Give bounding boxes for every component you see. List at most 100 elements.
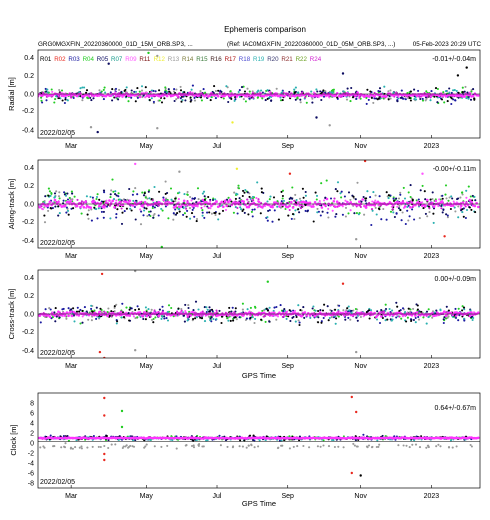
- along-track-point: [441, 211, 444, 214]
- cross-track-point: [81, 309, 84, 312]
- cross-track-point: [147, 308, 150, 311]
- along-track-point: [54, 205, 57, 208]
- cross-track-point: [447, 309, 450, 312]
- cross-track-point: [166, 310, 169, 313]
- cross-track-point: [129, 307, 132, 310]
- cross-track-point: [234, 316, 237, 319]
- along-track-point: [461, 211, 464, 214]
- cross-track-point: [268, 306, 271, 309]
- cross-track-point: [220, 321, 223, 325]
- along-track-point: [117, 195, 120, 198]
- along-track-point: [93, 206, 96, 209]
- cross-track-point: [461, 309, 464, 312]
- along-track-point: [84, 200, 87, 204]
- along-track-point: [43, 214, 46, 217]
- along-track-point: [118, 201, 121, 204]
- radial-point: [457, 91, 460, 94]
- cross-track-point: [326, 305, 329, 308]
- along-track-point: [126, 198, 129, 201]
- cross-track-point: [368, 317, 371, 320]
- along-track-point: [297, 208, 300, 211]
- along-track-point: [184, 203, 188, 207]
- radial-point: [233, 99, 236, 102]
- clock-point: [455, 445, 458, 448]
- radial-point: [266, 89, 269, 92]
- along-track-point: [387, 194, 390, 197]
- along-track-point: [295, 198, 298, 202]
- cross-track-point: [458, 314, 461, 317]
- along-track-ytick: 0.0: [24, 202, 34, 209]
- cross-track-point: [335, 317, 338, 320]
- radial-point: [450, 97, 453, 100]
- along-track-point: [118, 198, 121, 201]
- along-track-point: [247, 201, 250, 204]
- clock-point: [166, 444, 169, 447]
- radial-point: [400, 96, 403, 99]
- clock-point: [243, 439, 246, 442]
- legend-entry-r04: R04: [83, 56, 95, 63]
- along-track-point: [358, 200, 361, 203]
- cross-track-point: [251, 316, 254, 319]
- along-track-point: [58, 191, 61, 194]
- along-track-point: [227, 200, 230, 204]
- radial-point: [378, 87, 382, 90]
- along-track-point: [432, 207, 436, 210]
- clock-y-axis-label: Clock [m]: [9, 424, 18, 455]
- radial-point: [138, 90, 141, 93]
- clock-point: [241, 445, 244, 448]
- cross-track-point: [279, 304, 282, 307]
- cross-track-point: [414, 314, 417, 317]
- cross-track-panel: -0.4 -0.2 0.0 0.2 0.4 Cross-track [m] 0.…: [7, 269, 481, 380]
- along-track-point: [191, 208, 194, 211]
- along-track-point: [365, 197, 368, 200]
- clock-point: [402, 444, 405, 447]
- cross-track-point: [462, 306, 466, 309]
- along-track-point: [473, 195, 476, 198]
- cross-track-point: [444, 314, 448, 317]
- cross-track-point: [197, 308, 200, 311]
- cross-track-point: [349, 318, 352, 321]
- radial-point: [72, 96, 75, 100]
- radial-point: [193, 96, 196, 99]
- radial-point: [125, 86, 128, 89]
- along-track-point: [193, 197, 196, 200]
- along-track-point: [291, 186, 294, 189]
- cross-track-point: [208, 310, 211, 313]
- along-track-point: [151, 206, 154, 210]
- along-track-point: [217, 218, 220, 221]
- radial-point: [191, 84, 194, 87]
- month-tick-label: Mar: [65, 253, 78, 260]
- along-track-point: [248, 195, 251, 198]
- along-track-point: [391, 208, 395, 211]
- along-track-point: [209, 200, 212, 203]
- legend-entry-r07: R07: [111, 56, 123, 63]
- along-track-point: [287, 214, 290, 217]
- radial-point: [104, 91, 107, 94]
- cross-track-point: [44, 308, 47, 311]
- along-track-point: [352, 197, 356, 200]
- clock-outlier-point: [355, 410, 358, 414]
- radial-point: [85, 89, 89, 92]
- along-track-point: [146, 197, 149, 200]
- cross-track-point: [346, 307, 349, 310]
- legend-entry-r05: R05: [97, 56, 109, 63]
- radial-point: [310, 90, 313, 93]
- cross-track-point: [471, 318, 474, 322]
- cross-track-point: [350, 309, 353, 312]
- along-track-point: [442, 208, 445, 211]
- along-track-point: [460, 191, 464, 194]
- radial-point: [163, 91, 167, 94]
- along-track-point: [250, 210, 253, 213]
- clock-point: [239, 439, 242, 442]
- radial-point: [311, 97, 314, 100]
- radial-point: [144, 96, 147, 99]
- along-track-point: [51, 207, 54, 210]
- along-track-point: [64, 194, 68, 197]
- along-track-point: [470, 200, 473, 204]
- cross-track-point: [302, 306, 305, 309]
- clock-point: [114, 443, 117, 446]
- cross-track-point: [157, 314, 160, 317]
- along-track-point: [47, 187, 50, 190]
- along-track-point: [82, 206, 86, 209]
- radial-point: [173, 99, 176, 103]
